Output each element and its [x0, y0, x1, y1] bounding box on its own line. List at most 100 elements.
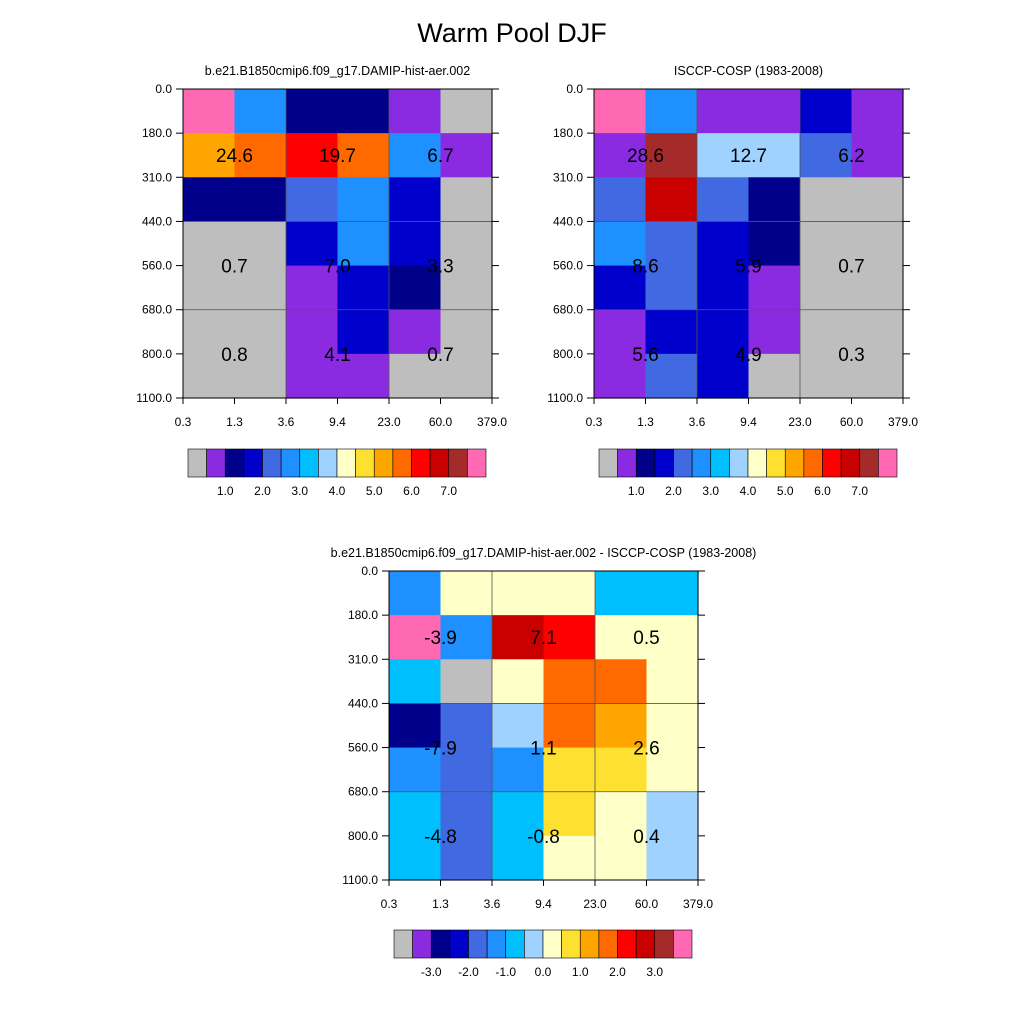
subtotal-label: 0.7 — [838, 257, 864, 278]
colorbar-swatch — [635, 448, 656, 478]
colorbar-swatch — [318, 448, 338, 478]
heatmap-cell — [646, 835, 699, 881]
heatmap-cell — [337, 221, 390, 267]
x-tick-label: 9.4 — [535, 897, 552, 911]
colorbar-swatch — [448, 448, 468, 478]
colorbar-label: 3.0 — [646, 965, 663, 979]
colorbar-swatch — [635, 929, 656, 959]
heatmap-cell — [748, 221, 801, 267]
heatmap-cell — [645, 309, 698, 355]
heatmap-cell — [595, 835, 648, 881]
colorbar-swatch — [468, 929, 488, 959]
colorbar-swatch — [373, 448, 394, 478]
heatmap-cell — [440, 177, 493, 223]
heatmap-cell — [492, 615, 545, 660]
heatmap-cell — [234, 265, 287, 311]
y-tick-label: 1100.0 — [342, 873, 378, 887]
heatmap-cell — [800, 265, 853, 311]
heatmap-cell — [440, 265, 493, 311]
colorbar-swatch — [747, 448, 767, 478]
heatmap-cell — [595, 703, 648, 749]
y-tick-label: 1100.0 — [547, 391, 583, 405]
colorbar-label: 4.0 — [740, 484, 757, 498]
subtotal-label: 28.6 — [627, 146, 664, 167]
subtotal-label: 0.7 — [221, 257, 247, 278]
y-tick-label: 180.0 — [553, 126, 583, 140]
subtotal-label: 6.2 — [838, 146, 864, 167]
heatmap-cell — [800, 309, 853, 355]
x-tick-label: 1.3 — [637, 415, 654, 429]
heatmap-cell — [183, 353, 236, 399]
heatmap-cell — [645, 133, 698, 178]
heatmap-cell — [594, 177, 647, 223]
subtotal-label: 19.7 — [319, 146, 356, 167]
colorbar-swatch — [505, 929, 525, 959]
y-tick-label: 0.0 — [361, 564, 378, 578]
heatmap-cell — [595, 615, 648, 660]
subtotal-label: -0.8 — [527, 827, 560, 848]
subtotal-label: 0.3 — [838, 345, 864, 366]
heatmap-cell — [234, 133, 287, 178]
colorbar-swatch — [654, 929, 674, 959]
heatmap-cell — [851, 353, 904, 399]
x-tick-label: 60.0 — [840, 415, 864, 429]
heatmap-cell — [440, 133, 493, 178]
figure-title: Warm Pool DJF — [417, 18, 607, 48]
heatmap-cell — [389, 353, 442, 399]
y-tick-label: 440.0 — [348, 696, 378, 710]
colorbar: 1.0 2.0 3.0 4.0 5.0 6.0 7.0 — [598, 448, 898, 498]
colorbar-label: 6.0 — [814, 484, 831, 498]
colorbar-swatch — [224, 448, 245, 478]
heatmap-cell — [286, 177, 339, 223]
subtotal-label: -3.9 — [424, 628, 457, 649]
heatmap-cell — [543, 703, 596, 749]
heatmap-panel-2: ISCCP-COSP (1983-2008) 0.3 1.3 3.6 9.4 23.0 60… — [547, 64, 918, 498]
colorbar-label: 2.0 — [254, 484, 271, 498]
subtotal-label: 4.9 — [735, 345, 761, 366]
heatmap-cell — [851, 221, 904, 267]
subtotal-label: 5.6 — [632, 345, 658, 366]
y-tick-label: 310.0 — [348, 652, 378, 666]
y-tick-label: 0.0 — [155, 82, 172, 96]
heatmap-cell — [645, 89, 698, 134]
colorbar-label: 6.0 — [403, 484, 420, 498]
panel-title: b.e21.B1850cmip6.f09_g17.DAMIP-hist-aer.… — [205, 64, 470, 78]
heatmap-cell — [492, 571, 545, 616]
heatmap-cell — [800, 353, 853, 399]
colorbar-swatch — [617, 448, 637, 478]
colorbar-swatch — [710, 448, 730, 478]
heatmap-cell — [337, 133, 390, 178]
subtotal-label: 4.1 — [324, 345, 350, 366]
colorbar-swatch — [729, 448, 749, 478]
heatmap-cell — [594, 89, 647, 134]
heatmap-cell — [594, 309, 647, 355]
heatmap-cell — [183, 133, 236, 178]
heatmap-cell — [286, 265, 339, 311]
y-tick-label: 560.0 — [553, 259, 583, 273]
x-tick-label: 1.3 — [432, 897, 449, 911]
colorbar-swatch — [579, 929, 600, 959]
heatmap-cell — [645, 177, 698, 223]
colorbar-label: 5.0 — [777, 484, 794, 498]
heatmap-cell — [800, 177, 853, 223]
heatmap-cell — [646, 791, 699, 837]
heatmap-cell — [337, 353, 390, 399]
heatmap-cell — [543, 615, 596, 660]
subtotal-label: 5.9 — [735, 257, 761, 278]
colorbar-label: 2.0 — [665, 484, 682, 498]
colorbar-label: 5.0 — [366, 484, 383, 498]
heatmap-cell — [389, 133, 442, 178]
heatmap-cell — [645, 265, 698, 311]
y-tick-label: 680.0 — [142, 303, 172, 317]
heatmap-cell — [286, 133, 339, 178]
x-tick-label: 3.6 — [689, 415, 706, 429]
colorbar-label: -2.0 — [458, 965, 479, 979]
heatmap-cell — [594, 221, 647, 267]
heatmap-cell — [286, 89, 339, 134]
subtotal-label: 1.1 — [530, 739, 556, 760]
colorbar-swatch — [280, 448, 301, 478]
subtotal-label: 24.6 — [216, 146, 253, 167]
x-tick-label: 9.4 — [740, 415, 757, 429]
heatmap-cell — [595, 571, 648, 616]
y-tick-label: 0.0 — [566, 82, 583, 96]
